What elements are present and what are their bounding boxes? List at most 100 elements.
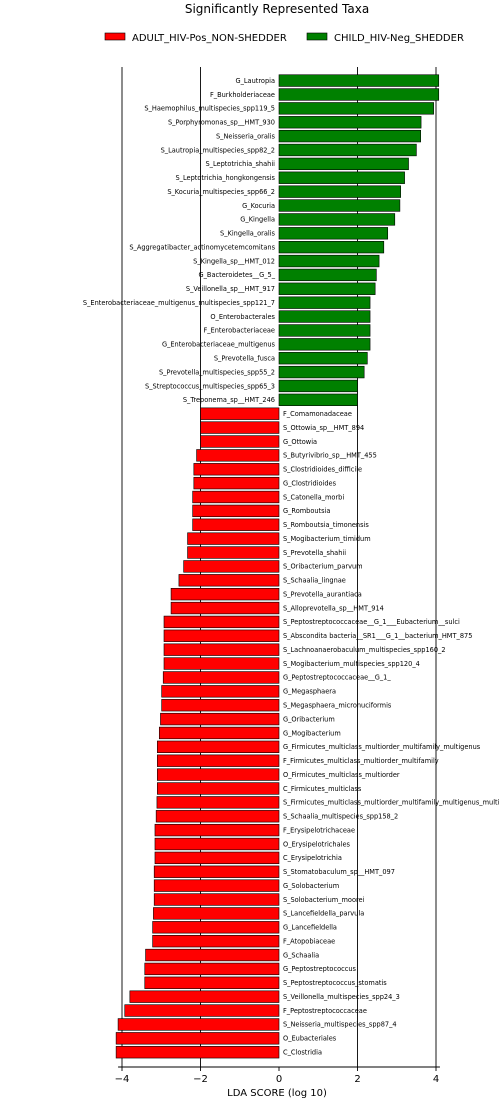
bar-child (278, 352, 368, 365)
bar-label: S_Ottowia_sp__HMT_894 (283, 424, 364, 432)
bar-child (278, 227, 389, 240)
bar-child (278, 213, 396, 226)
bar-adult (157, 740, 280, 753)
bar-child (278, 393, 358, 406)
bar-child (278, 379, 358, 393)
bar-adult (170, 601, 280, 615)
bar-label: S_Butyrivibrio_sp__HMT_455 (283, 452, 377, 460)
bar-label: S_Kingella_oralis (220, 230, 276, 238)
bar-adult (193, 476, 280, 490)
bar-adult (163, 657, 280, 670)
x-tick-label: 4 (433, 1074, 439, 1085)
bar-label: S_Peptostreptococcaceae__G_1___Eubacteri… (283, 618, 460, 626)
bar-label: S_Leptotrichia_shahii (205, 160, 275, 168)
bar-adult (162, 671, 280, 684)
legend: ADULT_HIV-Pos_NON-SHEDDER CHILD_HIV-Neg_… (104, 32, 464, 44)
bar-label: G_Peptostreptococcaceae__G_1_ (283, 674, 391, 682)
bar-adult (154, 851, 280, 865)
bar-label: S_Megasphaera_micronuciformis (283, 702, 392, 710)
bar-label: S_Catonella_morbi (283, 493, 344, 501)
bar-adult (145, 948, 280, 962)
bar-label: O_Eubacteriales (283, 1035, 337, 1043)
bar-label: S_Kingella_sp__HMT_012 (193, 257, 275, 265)
bar-child (278, 102, 434, 115)
bar-adult (170, 588, 280, 601)
bar-adult (157, 754, 280, 767)
bar-adult (158, 726, 280, 740)
bar-label: G_Ottowia (283, 438, 317, 446)
x-tick-label: 2 (354, 1074, 360, 1085)
bar-label: S_Aggregatibacter_actinomycetemcomitans (129, 243, 275, 251)
bar-adult (183, 560, 280, 573)
bar-label: S_Mogibacterium_timidum (283, 535, 371, 543)
legend-swatch-child (306, 32, 328, 41)
bars (115, 74, 440, 1059)
bar-label: S_Leptotrichia_hongkongensis (175, 174, 275, 182)
bar-label: S_Streptococcus_multispecies_spp65_3 (145, 382, 275, 390)
bar-label: G_Romboutsia (283, 507, 330, 515)
bar-label: S_Veillonella_multispecies_spp24_3 (283, 993, 400, 1001)
bar-label: F_Erysipelotrichaceae (283, 826, 355, 834)
bar-label: S_Clostridioides_difficile (283, 466, 362, 474)
bar-label: G_Oribacterium (283, 715, 335, 723)
bar-adult (200, 421, 280, 434)
bar-label: O_Erysipelotrichales (283, 840, 351, 848)
x-axis-title: LDA SCORE (log 10) (227, 1088, 327, 1099)
bar-label: S_Veillonella_sp__HMT_917 (186, 285, 275, 293)
bar-child (278, 143, 417, 157)
bar-child (278, 282, 376, 295)
bar-adult (161, 685, 280, 698)
bar-adult (187, 532, 280, 545)
bar-child (278, 74, 440, 87)
bar-adult (192, 518, 280, 531)
bar-adult (153, 893, 280, 906)
bar-adult (178, 574, 280, 587)
bar-adult (200, 435, 280, 448)
bar-adult (124, 1004, 280, 1017)
bar-label: F_Burkholderiaceae (210, 91, 275, 99)
bar-adult (200, 407, 280, 420)
x-tick-label: −4 (115, 1074, 130, 1085)
bar-child (278, 296, 371, 309)
bar-label: C_Clostridia (283, 1049, 322, 1057)
bar-label: S_Stomatobaculum_sp__HMT_097 (283, 868, 395, 876)
bar-child (278, 129, 421, 143)
bar-label: G_Schaalia (283, 951, 319, 959)
bar-label: S_Alloprevotella_sp__HMT_914 (283, 604, 384, 612)
bar-child (278, 268, 377, 282)
bar-adult (156, 796, 280, 809)
bar-label: S_Abscondita bacteria__SR1___G_1__bacter… (283, 632, 472, 640)
bar-child (278, 324, 371, 337)
bar-adult (153, 907, 280, 920)
bar-label: S_Lachnoanaerobaculum_multispecies_spp16… (283, 646, 446, 654)
legend-swatch-adult (104, 32, 126, 41)
bar-label: G_Megasphaera (283, 688, 336, 696)
bar-child (278, 88, 440, 101)
bar-adult (161, 699, 280, 712)
bar-label: F_Enterobacteriaceae (203, 327, 275, 335)
legend-label-child: CHILD_HIV-Neg_SHEDDER (334, 33, 464, 44)
bar-child (278, 338, 371, 351)
bar-label: S_Oribacterium_parvum (283, 563, 363, 571)
bar-label: G_Enterobacteriaceae_multigenus (162, 341, 276, 349)
bar-adult (115, 1032, 280, 1045)
bar-adult (117, 1018, 280, 1031)
bar-adult (144, 976, 280, 989)
bar-label: F_Comamonadaceae (283, 410, 352, 418)
bar-label: S_Peptostreptococcus_stomatis (283, 979, 387, 987)
bar-label: S_Prevotella_multispecies_spp55_2 (159, 368, 275, 376)
bar-adult (152, 935, 280, 948)
bar-adult (157, 768, 280, 781)
bar-label: G_Clostridioides (283, 479, 337, 487)
bar-label: S_Kocuria_multispecies_spp66_2 (167, 188, 275, 196)
bar-adult (154, 823, 280, 837)
bar-label: S_Treponema_sp__HMT_246 (183, 396, 275, 404)
bar-adult (152, 921, 280, 934)
bar-child (278, 241, 385, 254)
bar-label: S_Lancefieldella_parvula (283, 910, 364, 918)
bar-label: G_Lautropia (235, 77, 275, 85)
bar-label: S_Schaalia_multispecies_spp158_2 (283, 813, 398, 821)
bar-label: F_Peptostreptococcaceae (283, 1007, 367, 1015)
bar-child (278, 116, 422, 129)
bar-label: O_Firmicutes_multiclass_multiorder (283, 771, 400, 779)
